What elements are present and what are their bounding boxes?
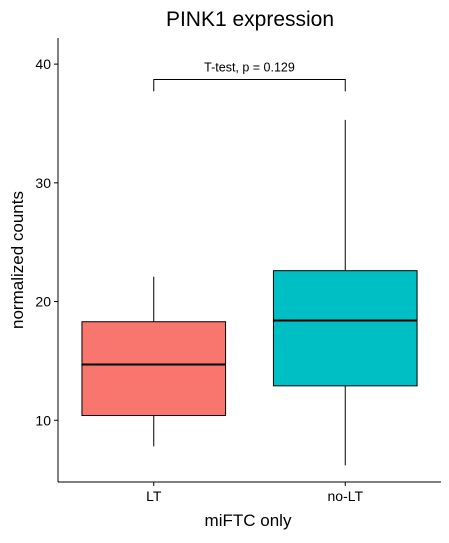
x-axis-title: miFTC only xyxy=(205,511,292,530)
y-axis-ticks: 10 20 30 40 xyxy=(35,56,58,428)
y-tick-label: 10 xyxy=(35,412,51,428)
box-LT xyxy=(81,321,227,417)
x-tick-label: no-LT xyxy=(327,488,363,504)
box-no-LT xyxy=(272,270,418,387)
y-axis-title: normalized counts xyxy=(8,191,27,329)
boxplot-series xyxy=(81,119,418,466)
y-tick-label: 40 xyxy=(35,56,51,72)
x-tick-label: LT xyxy=(146,488,162,504)
significance-annotation: T-test, p = 0.129 xyxy=(153,61,346,92)
y-tick-label: 20 xyxy=(35,294,51,310)
chart-title: PINK1 expression xyxy=(166,8,334,31)
significance-label: T-test, p = 0.129 xyxy=(204,61,295,75)
x-axis-ticks: LT no-LT xyxy=(146,482,363,504)
significance-bracket xyxy=(153,79,346,92)
y-tick-label: 30 xyxy=(35,175,51,191)
